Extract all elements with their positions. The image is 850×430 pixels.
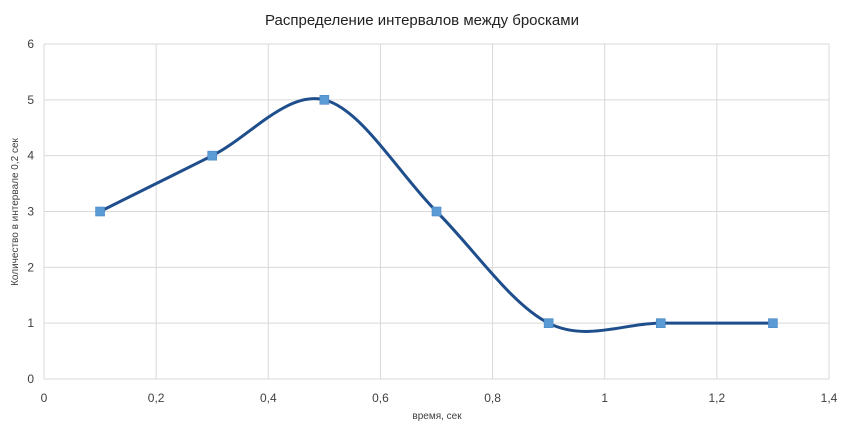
data-point (95, 206, 105, 217)
x-tick-label: 1,4 (821, 391, 838, 405)
x-axis-label: время, сек (412, 411, 462, 422)
y-tick-label: 3 (27, 205, 34, 219)
data-markers (95, 95, 778, 328)
chart-title: Распределение интервалов между бросками (265, 12, 579, 29)
y-tick-label: 2 (27, 260, 34, 274)
x-tick-label: 0,2 (148, 391, 165, 405)
y-tick-label: 4 (27, 149, 34, 163)
x-tick-label: 0 (41, 391, 48, 405)
x-tick-label: 0,6 (372, 391, 389, 405)
data-point (431, 206, 442, 217)
x-tick-label: 1 (601, 391, 608, 405)
y-axis-label: Количество в интервале 0,2 сек (10, 137, 21, 285)
y-tick-label: 0 (27, 372, 34, 386)
x-tick-label: 0,4 (260, 391, 277, 405)
tick-labels: 0 0,2 0,4 0,6 0,8 1 1,2 1,4 0 1 2 3 4 5 6 (27, 37, 837, 405)
y-tick-label: 5 (27, 93, 34, 107)
x-tick-label: 1,2 (709, 391, 726, 405)
data-point (319, 95, 330, 105)
data-point (543, 318, 554, 328)
data-point (768, 318, 778, 328)
y-tick-label: 6 (27, 37, 34, 51)
data-point (207, 150, 218, 161)
y-tick-label: 1 (27, 316, 34, 330)
data-point (655, 318, 666, 328)
x-tick-label: 0,8 (484, 391, 501, 405)
